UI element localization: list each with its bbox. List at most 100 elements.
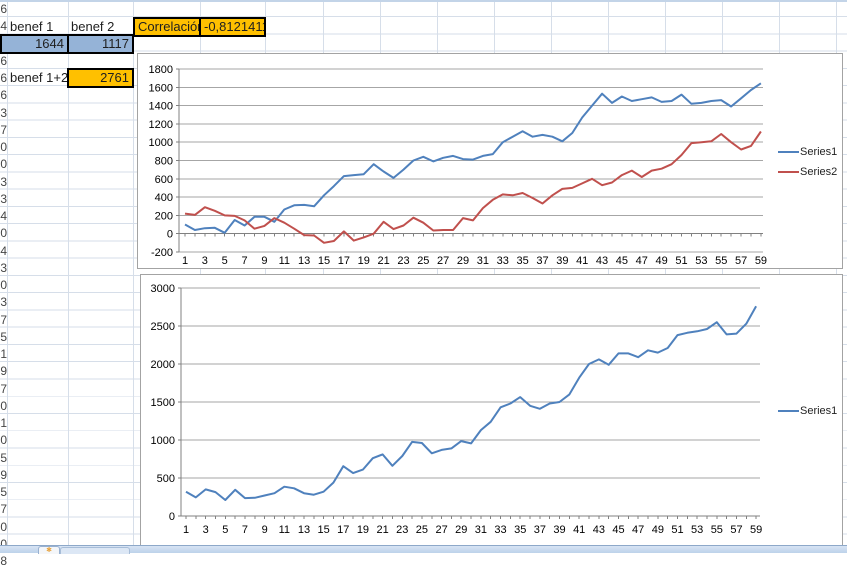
svg-text:800: 800 bbox=[155, 156, 173, 168]
svg-text:43: 43 bbox=[596, 255, 608, 267]
row-edge-digit: 5 bbox=[0, 329, 7, 344]
svg-text:51: 51 bbox=[675, 255, 687, 267]
row-edge-digit: 5 bbox=[0, 485, 7, 499]
row-edge-digit: 6 bbox=[0, 53, 7, 68]
row-edge-digit: 4 bbox=[0, 19, 7, 34]
svg-text:9: 9 bbox=[261, 255, 267, 267]
svg-text:1: 1 bbox=[182, 255, 188, 267]
row-edge-digit: 7 bbox=[0, 122, 7, 137]
top-line-chart[interactable]: 1800 1600 1400 1200 1000 800 600 400 200 0 -200 1 3 5… bbox=[137, 53, 843, 269]
row-edge-digit: 9 bbox=[0, 467, 7, 482]
svg-text:600: 600 bbox=[155, 174, 173, 186]
svg-text:5: 5 bbox=[222, 524, 228, 536]
legend-label: Series1 bbox=[800, 146, 838, 158]
svg-text:29: 29 bbox=[457, 255, 469, 267]
row-edge-digit: 6 bbox=[0, 88, 7, 103]
svg-text:25: 25 bbox=[417, 255, 429, 267]
row-edge-digit: 7 bbox=[0, 502, 7, 517]
series-line-series1 bbox=[185, 305, 757, 501]
legend-label: Series2 bbox=[800, 166, 838, 178]
svg-text:17: 17 bbox=[338, 255, 350, 267]
svg-text:55: 55 bbox=[711, 524, 723, 536]
svg-text:-200: -200 bbox=[151, 247, 173, 259]
svg-text:200: 200 bbox=[155, 210, 173, 222]
svg-text:51: 51 bbox=[671, 524, 683, 536]
row-edge-values: 6 4 6 6 6 3 7 0 0 3 3 4 0 4 3 0 3 7 5 1 9 7 0 1 0 5 9 5 7 0 0 8 bbox=[0, 1, 7, 570]
svg-text:39: 39 bbox=[556, 255, 568, 267]
svg-text:19: 19 bbox=[358, 255, 370, 267]
insert-worksheet-icon[interactable]: ✱ bbox=[38, 546, 60, 554]
svg-text:13: 13 bbox=[298, 524, 310, 536]
svg-text:1800: 1800 bbox=[149, 64, 173, 76]
svg-text:1200: 1200 bbox=[149, 119, 173, 131]
bottom-line-chart[interactable]: 3000 2500 2000 1500 1000 500 0 1 3 5 7 9 11 13 15 17 19 2… bbox=[140, 274, 843, 553]
row-edge-digit: 0 bbox=[0, 140, 7, 154]
svg-text:47: 47 bbox=[636, 255, 648, 267]
svg-text:500: 500 bbox=[157, 473, 175, 485]
svg-text:45: 45 bbox=[612, 524, 624, 536]
svg-text:33: 33 bbox=[494, 524, 506, 536]
svg-text:9: 9 bbox=[262, 524, 268, 536]
svg-text:7: 7 bbox=[242, 524, 248, 536]
svg-text:35: 35 bbox=[514, 524, 526, 536]
cell-benef1-value[interactable]: 1644 bbox=[0, 34, 69, 54]
svg-text:27: 27 bbox=[435, 524, 447, 536]
cell-benef1-label[interactable]: benef 1 bbox=[10, 19, 54, 34]
svg-text:39: 39 bbox=[553, 524, 565, 536]
row-edge-digit: 3 bbox=[0, 191, 7, 206]
row-edge-digit: 0 bbox=[0, 398, 7, 413]
svg-text:1000: 1000 bbox=[149, 137, 173, 149]
svg-text:1500: 1500 bbox=[151, 397, 175, 409]
horizontal-scrollbar[interactable]: ✱ bbox=[0, 545, 847, 554]
row-edge-digit: 7 bbox=[0, 381, 7, 396]
series1-line-swatch bbox=[778, 151, 799, 153]
row-edge-digit: 1 bbox=[0, 347, 7, 361]
legend-label: Series1 bbox=[800, 405, 838, 417]
svg-text:15: 15 bbox=[318, 255, 330, 267]
svg-text:57: 57 bbox=[735, 255, 747, 267]
bottom-chart-legend-series1[interactable]: Series1 bbox=[778, 405, 837, 417]
row-edge-digit: 0 bbox=[0, 226, 7, 241]
row-edge-digit: 0 bbox=[0, 157, 7, 172]
svg-text:5: 5 bbox=[222, 255, 228, 267]
row-edge-digit: 9 bbox=[0, 364, 7, 379]
column-header-remnant bbox=[0, 0, 847, 2]
cell-correlation-label[interactable]: Correlación bbox=[133, 17, 201, 37]
row-edge-digit: 0 bbox=[0, 536, 7, 551]
svg-text:1400: 1400 bbox=[149, 101, 173, 113]
cell-benef2-value[interactable]: 1117 bbox=[67, 34, 134, 54]
cell-benef2-label[interactable]: benef 2 bbox=[71, 19, 115, 34]
cell-correlation-value[interactable]: -0,8121411 bbox=[199, 17, 266, 37]
cell-benef-sum-value[interactable]: 2761 bbox=[67, 68, 134, 88]
svg-text:41: 41 bbox=[576, 255, 588, 267]
svg-text:0: 0 bbox=[169, 511, 175, 523]
sheet-tab[interactable] bbox=[60, 547, 130, 554]
svg-text:21: 21 bbox=[377, 255, 389, 267]
row-edge-digit: 6 bbox=[0, 2, 7, 16]
svg-text:7: 7 bbox=[242, 255, 248, 267]
svg-text:53: 53 bbox=[691, 524, 703, 536]
cell-benef-sum-label[interactable]: benef 1+2 bbox=[10, 70, 68, 85]
svg-text:41: 41 bbox=[573, 524, 585, 536]
svg-text:31: 31 bbox=[475, 524, 487, 536]
svg-text:27: 27 bbox=[437, 255, 449, 267]
svg-text:37: 37 bbox=[534, 524, 546, 536]
svg-text:17: 17 bbox=[337, 524, 349, 536]
svg-text:43: 43 bbox=[593, 524, 605, 536]
svg-text:23: 23 bbox=[397, 255, 409, 267]
svg-text:21: 21 bbox=[376, 524, 388, 536]
svg-text:59: 59 bbox=[755, 255, 767, 267]
svg-text:2500: 2500 bbox=[151, 321, 175, 333]
svg-text:47: 47 bbox=[632, 524, 644, 536]
svg-text:1600: 1600 bbox=[149, 82, 173, 94]
svg-text:49: 49 bbox=[656, 255, 668, 267]
svg-text:37: 37 bbox=[536, 255, 548, 267]
svg-text:53: 53 bbox=[695, 255, 707, 267]
row-edge-digit: 3 bbox=[0, 295, 7, 310]
svg-text:15: 15 bbox=[317, 524, 329, 536]
top-chart-legend-series2[interactable]: Series2 bbox=[778, 166, 837, 178]
row-edge-digit: 0 bbox=[0, 278, 7, 292]
row-edge-digit: 0 bbox=[0, 519, 7, 534]
svg-text:0: 0 bbox=[167, 229, 173, 241]
top-chart-legend-series1[interactable]: Series1 bbox=[778, 146, 837, 158]
